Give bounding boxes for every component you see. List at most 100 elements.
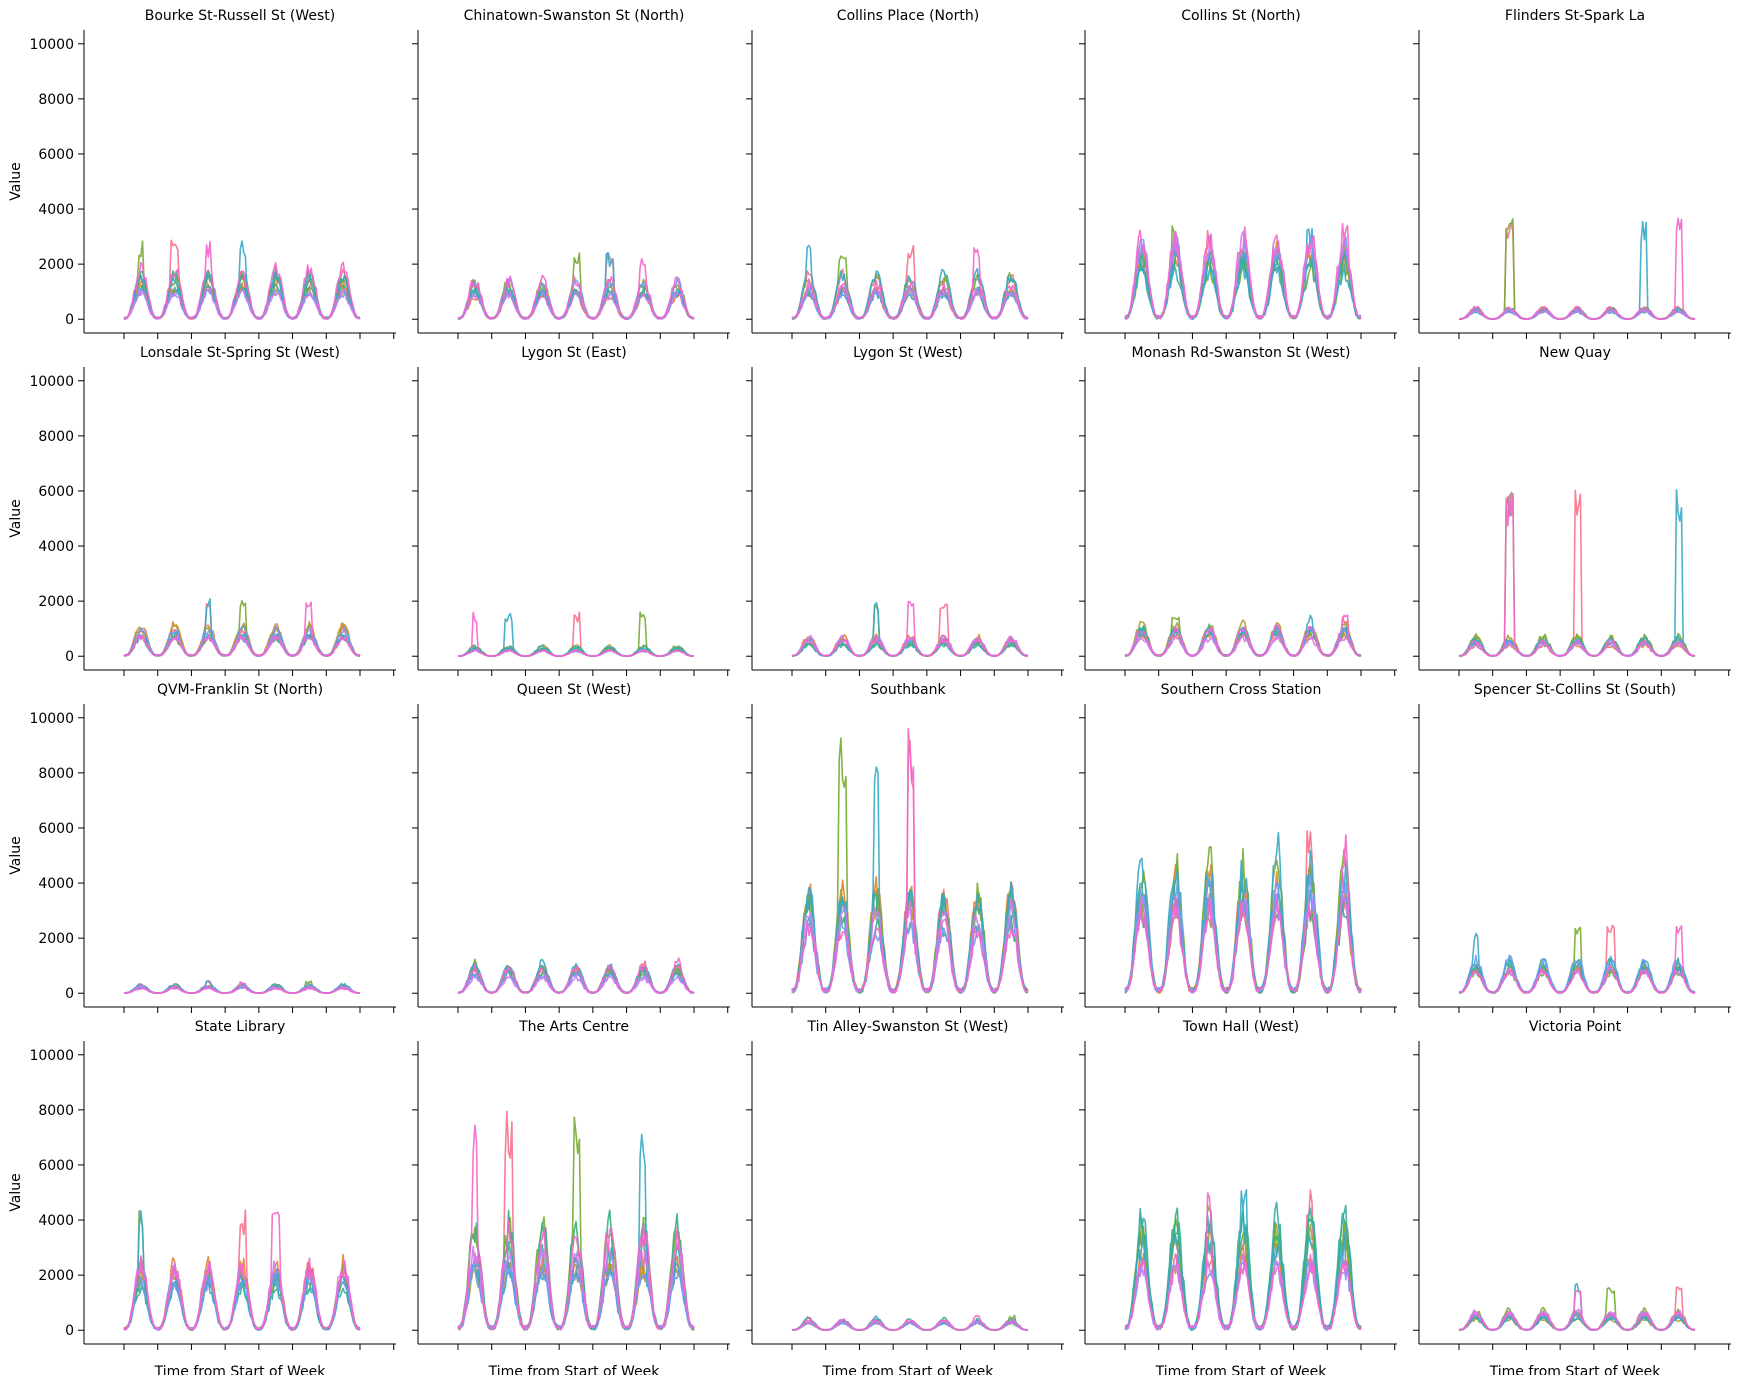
y-tick-label: 2000: [38, 1268, 74, 1284]
y-tick-label: 2000: [38, 931, 74, 947]
y-tick-label: 4000: [38, 202, 74, 218]
series-line: [1124, 834, 1362, 994]
y-axis-label: Value: [8, 1173, 24, 1211]
panel-title: Lonsdale St-Spring St (West): [140, 345, 340, 361]
series-line: [123, 601, 361, 657]
series-line: [1458, 963, 1696, 994]
facet-panel: Tin Alley-Swanston St (West) Time from St…: [746, 1019, 1064, 1375]
series-line: [458, 257, 695, 320]
facet-panel: The Arts Centre Time from Start of Week: [412, 1019, 730, 1375]
series-line: [792, 601, 1029, 658]
series-line: [457, 611, 695, 658]
series-line: [123, 602, 361, 657]
panel-title: Southern Cross Station: [1161, 682, 1322, 698]
series-line: [1458, 1287, 1696, 1331]
y-tick-label: 8000: [38, 92, 74, 108]
series-line: [791, 603, 1029, 658]
panel-title: Lygon St (West): [853, 345, 963, 361]
y-tick-label: 4000: [38, 539, 74, 555]
y-tick-label: 4000: [38, 1213, 74, 1229]
facet-panel: Flinders St-Spark La: [1413, 8, 1731, 339]
series-line: [1124, 1253, 1362, 1331]
y-tick-label: 6000: [38, 484, 74, 500]
series-line: [1458, 217, 1696, 320]
panel-title: Collins Place (North): [837, 8, 979, 24]
series-line: [791, 247, 1029, 320]
series-line: [1458, 924, 1696, 995]
series-line: [1458, 220, 1696, 321]
y-tick-label: 2000: [38, 594, 74, 610]
y-tick-label: 2000: [38, 257, 74, 273]
panel-title: Town Hall (West): [1182, 1019, 1299, 1035]
panel-title: Southbank: [870, 682, 946, 698]
y-tick-label: 10000: [29, 374, 74, 390]
facet-panel: Southbank: [746, 682, 1064, 1013]
series-line: [1458, 222, 1696, 321]
series-line: [791, 284, 1029, 320]
series-line: [1458, 492, 1696, 658]
facet-panel: Lygon St (East): [412, 345, 730, 676]
facet-panel: Lygon St (West): [746, 345, 1064, 676]
series-line: [457, 1110, 695, 1331]
series-line: [791, 643, 1029, 658]
series-line: [123, 278, 361, 320]
panel-title: Lygon St (East): [521, 345, 627, 361]
panel-title: Chinatown-Swanston St (North): [464, 8, 685, 24]
series-line: [791, 1315, 1029, 1331]
series-line: [1458, 1313, 1696, 1331]
y-tick-label: 8000: [38, 766, 74, 782]
x-axis-label: Time from Start of Week: [1155, 1364, 1328, 1375]
series-line: [457, 252, 695, 321]
facet-panel: State Library 0 2000 4000 6000 8000 10000 Value…: [8, 1019, 396, 1375]
facet-panel: Collins St (North): [1079, 8, 1397, 339]
series-line: [457, 293, 695, 321]
series-line: [792, 1316, 1029, 1331]
y-tick-label: 0: [65, 986, 74, 1002]
panel-title: Queen St (West): [517, 682, 632, 698]
series-line: [124, 981, 361, 995]
series-line: [123, 1211, 361, 1331]
series-line: [1124, 845, 1362, 994]
facet-panel: New Quay: [1413, 345, 1731, 676]
panel-title: Victoria Point: [1529, 1019, 1622, 1035]
facet-panel: Collins Place (North): [746, 8, 1064, 339]
y-axis-label: Value: [8, 836, 24, 874]
series-line: [791, 640, 1029, 658]
series-line: [791, 604, 1029, 657]
y-axis-label: Value: [8, 162, 24, 200]
series-line: [791, 896, 1029, 994]
facet-panel: Chinatown-Swanston St (North): [412, 8, 730, 339]
y-tick-label: 0: [65, 1323, 74, 1339]
panel-title: New Quay: [1539, 345, 1611, 361]
y-tick-label: 10000: [29, 37, 74, 53]
series-line: [1124, 614, 1362, 658]
series-line: [1124, 222, 1362, 320]
series-line: [457, 957, 695, 995]
series-line: [457, 1124, 695, 1331]
series-line: [791, 766, 1029, 994]
y-tick-label: 0: [65, 312, 74, 328]
y-tick-label: 6000: [38, 821, 74, 837]
series-line: [123, 239, 361, 321]
series-line: [1458, 641, 1696, 658]
series-line: [1458, 489, 1696, 657]
series-line: [1124, 1192, 1362, 1331]
y-tick-label: 6000: [38, 147, 74, 163]
panel-title: QVM-Franklin St (North): [157, 682, 323, 698]
series-line: [1458, 925, 1696, 994]
y-tick-label: 10000: [29, 1048, 74, 1064]
series-line: [457, 290, 695, 321]
series-line: [457, 1238, 695, 1331]
facet-panel: Southern Cross Station: [1079, 682, 1397, 1013]
y-tick-label: 10000: [29, 711, 74, 727]
series-line: [123, 266, 361, 320]
series-line: [457, 974, 695, 994]
series-line: [1458, 642, 1696, 657]
series-line: [123, 1260, 361, 1331]
series-line: [123, 287, 361, 320]
series-line: [1458, 1286, 1696, 1331]
series-line: [457, 1133, 695, 1331]
series-line: [457, 1241, 695, 1331]
facet-panel: QVM-Franklin St (North) 0 2000 4000 6000 8000…: [8, 682, 396, 1013]
